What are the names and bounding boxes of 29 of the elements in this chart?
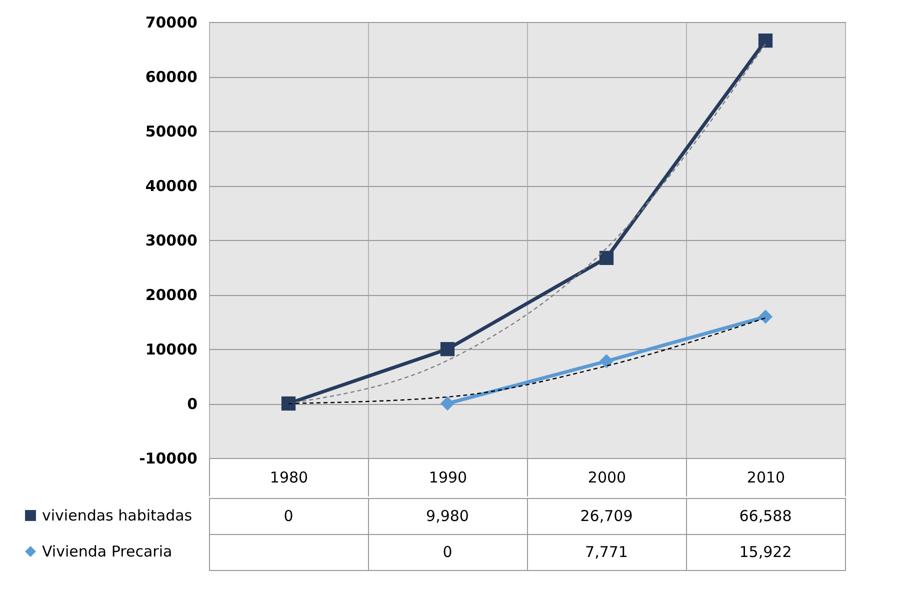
legend-label: viviendas habitadas — [42, 506, 192, 524]
y-tick-label: 50000 — [145, 122, 198, 140]
y-tick-label: 0 — [187, 395, 198, 413]
x-tick-label: 1990 — [428, 468, 468, 486]
x-tick-label: 1980 — [270, 468, 308, 486]
point — [440, 342, 455, 356]
data-label: 15,922 — [739, 543, 792, 561]
y-tick-label: 30000 — [145, 232, 198, 250]
data-label: 9,980 — [426, 507, 469, 525]
data-label: 0 — [284, 507, 294, 525]
point — [440, 396, 455, 411]
data-label: 7,771 — [585, 543, 628, 561]
y-tick-label: 40000 — [145, 177, 198, 195]
x-tick-label: 2000 — [588, 468, 626, 486]
point — [758, 310, 773, 324]
point — [599, 354, 614, 368]
y-tick-label: -10000 — [139, 450, 198, 468]
x-tick-label: 2010 — [746, 468, 786, 486]
data-label: 26,709 — [580, 507, 633, 525]
point — [599, 250, 614, 266]
data-label: 0 — [442, 543, 452, 561]
y-tick-label: 10000 — [145, 340, 198, 358]
y-tick-label: 60000 — [145, 68, 198, 86]
legend-label: Vivienda Precaria — [42, 542, 172, 560]
data-label: 66,588 — [739, 507, 792, 525]
y-tick-label: 20000 — [145, 286, 198, 304]
point — [758, 34, 773, 48]
point — [281, 396, 296, 411]
y-tick-label: 70000 — [145, 14, 198, 32]
